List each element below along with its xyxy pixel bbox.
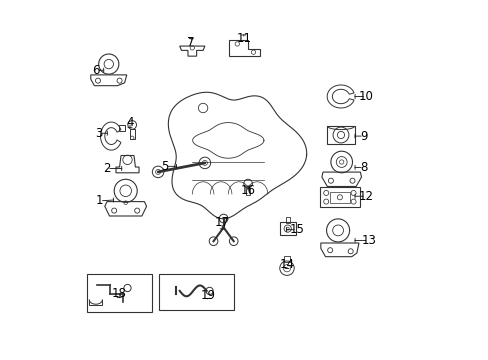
Text: 8: 8	[360, 161, 367, 174]
Bar	[246, 188, 249, 195]
Bar	[285, 217, 289, 223]
Text: 16: 16	[240, 184, 255, 197]
Text: 2: 2	[103, 162, 110, 175]
Text: 13: 13	[361, 234, 375, 247]
Text: 4: 4	[126, 116, 134, 129]
Text: 5: 5	[161, 160, 168, 173]
Text: 1: 1	[96, 194, 103, 207]
Bar	[159, 274, 233, 310]
Bar	[284, 256, 289, 262]
Text: 6: 6	[92, 64, 100, 77]
Bar	[129, 129, 134, 139]
Text: 15: 15	[289, 223, 304, 236]
Text: 7: 7	[187, 36, 195, 49]
Text: 18: 18	[112, 287, 126, 300]
Text: 9: 9	[360, 130, 367, 143]
Text: 17: 17	[214, 216, 229, 229]
Text: 10: 10	[358, 90, 373, 103]
Text: 12: 12	[358, 190, 373, 203]
Bar	[87, 274, 151, 312]
Text: 14: 14	[279, 258, 294, 271]
Text: 3: 3	[95, 127, 102, 140]
Text: 11: 11	[236, 32, 251, 45]
Bar	[329, 192, 349, 203]
Text: 19: 19	[200, 289, 215, 302]
